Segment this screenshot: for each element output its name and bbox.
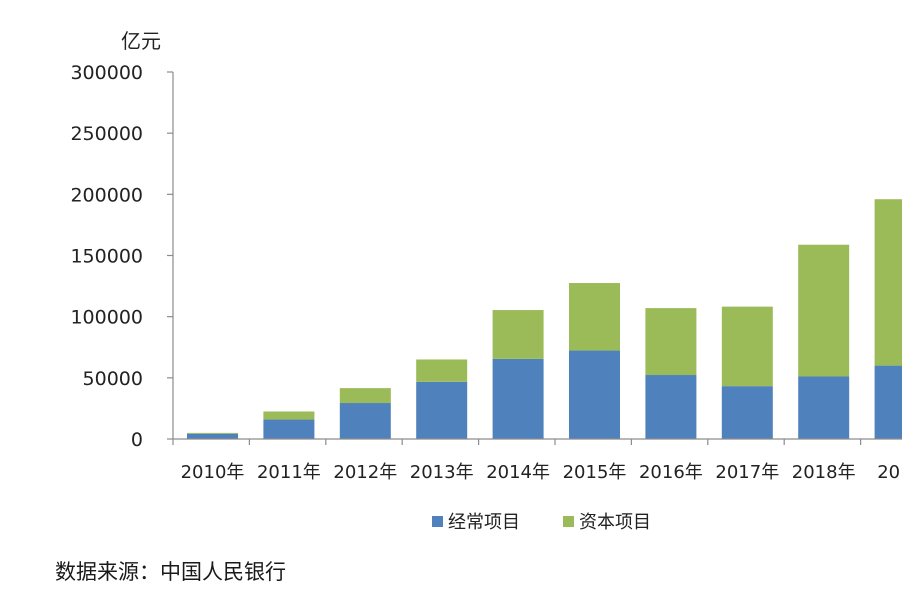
x-tick-label: 2012年 xyxy=(333,462,397,483)
x-tick-label: 2017年 xyxy=(715,462,779,483)
bar-capital-account xyxy=(874,199,902,366)
bar-current-account xyxy=(569,350,620,439)
y-tick-label: 0 xyxy=(131,429,143,451)
x-tick-label: 2019 xyxy=(877,462,902,483)
bar-current-account xyxy=(416,381,468,439)
bar-capital-account xyxy=(569,283,620,351)
bar-current-account xyxy=(874,365,902,439)
bar-capital-account xyxy=(263,411,315,420)
bar-capital-account xyxy=(416,359,468,382)
x-tick-label: 2018年 xyxy=(792,462,856,483)
bar-capital-account xyxy=(187,432,238,434)
bar-current-account xyxy=(492,358,544,439)
y-tick-label: 50000 xyxy=(83,368,143,390)
bar-current-account xyxy=(187,433,238,439)
source-note: 数据来源：中国人民银行 xyxy=(55,560,286,584)
bar-capital-account xyxy=(339,388,391,404)
bar-current-account xyxy=(721,386,773,439)
x-tick-label: 2014年 xyxy=(486,462,550,483)
x-tick-label: 2016年 xyxy=(639,462,703,483)
x-tick-label: 2010年 xyxy=(181,462,245,483)
y-tick-label: 250000 xyxy=(70,123,143,145)
y-axis: 0 50000 100000 150000 200000 250000 300000 xyxy=(70,62,173,451)
legend-label: 经常项目 xyxy=(448,512,520,533)
x-tick-label: 2013年 xyxy=(410,462,474,483)
x-axis: 2010年 2011年 2012年 2013年 2014年 2015年 2016年 2017年… xyxy=(181,462,902,483)
legend-swatch xyxy=(563,516,574,527)
legend-label: 资本项目 xyxy=(579,512,651,533)
y-tick-label: 100000 xyxy=(70,307,143,329)
legend: 经常项目 资本项目 xyxy=(432,512,651,533)
bar-capital-account xyxy=(492,310,544,359)
bar-current-account xyxy=(645,375,697,439)
y-tick-label: 150000 xyxy=(70,246,143,268)
bar-current-account xyxy=(339,403,391,439)
bar-current-account xyxy=(798,376,850,439)
y-tick-label: 300000 xyxy=(70,62,143,84)
legend-swatch xyxy=(432,516,443,527)
bar-capital-account xyxy=(798,244,850,377)
bar-capital-account xyxy=(645,308,697,376)
axes xyxy=(172,72,902,445)
bars xyxy=(187,199,902,439)
bar-capital-account xyxy=(721,306,773,387)
bar-current-account xyxy=(263,419,315,439)
y-unit-label: 亿元 xyxy=(121,29,161,53)
y-tick-label: 200000 xyxy=(70,184,143,206)
x-tick-label: 2011年 xyxy=(257,462,321,483)
x-tick-label: 2015年 xyxy=(563,462,627,483)
